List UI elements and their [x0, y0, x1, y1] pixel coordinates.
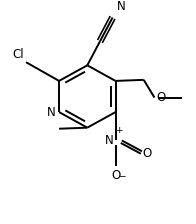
Text: N: N [46, 106, 55, 118]
Text: N: N [116, 0, 125, 13]
Text: Cl: Cl [12, 48, 24, 61]
Text: +: + [115, 126, 122, 135]
Text: O: O [143, 147, 152, 160]
Text: −: − [118, 171, 125, 180]
Text: N: N [105, 134, 113, 147]
Text: O: O [111, 169, 120, 182]
Text: O: O [156, 91, 166, 104]
